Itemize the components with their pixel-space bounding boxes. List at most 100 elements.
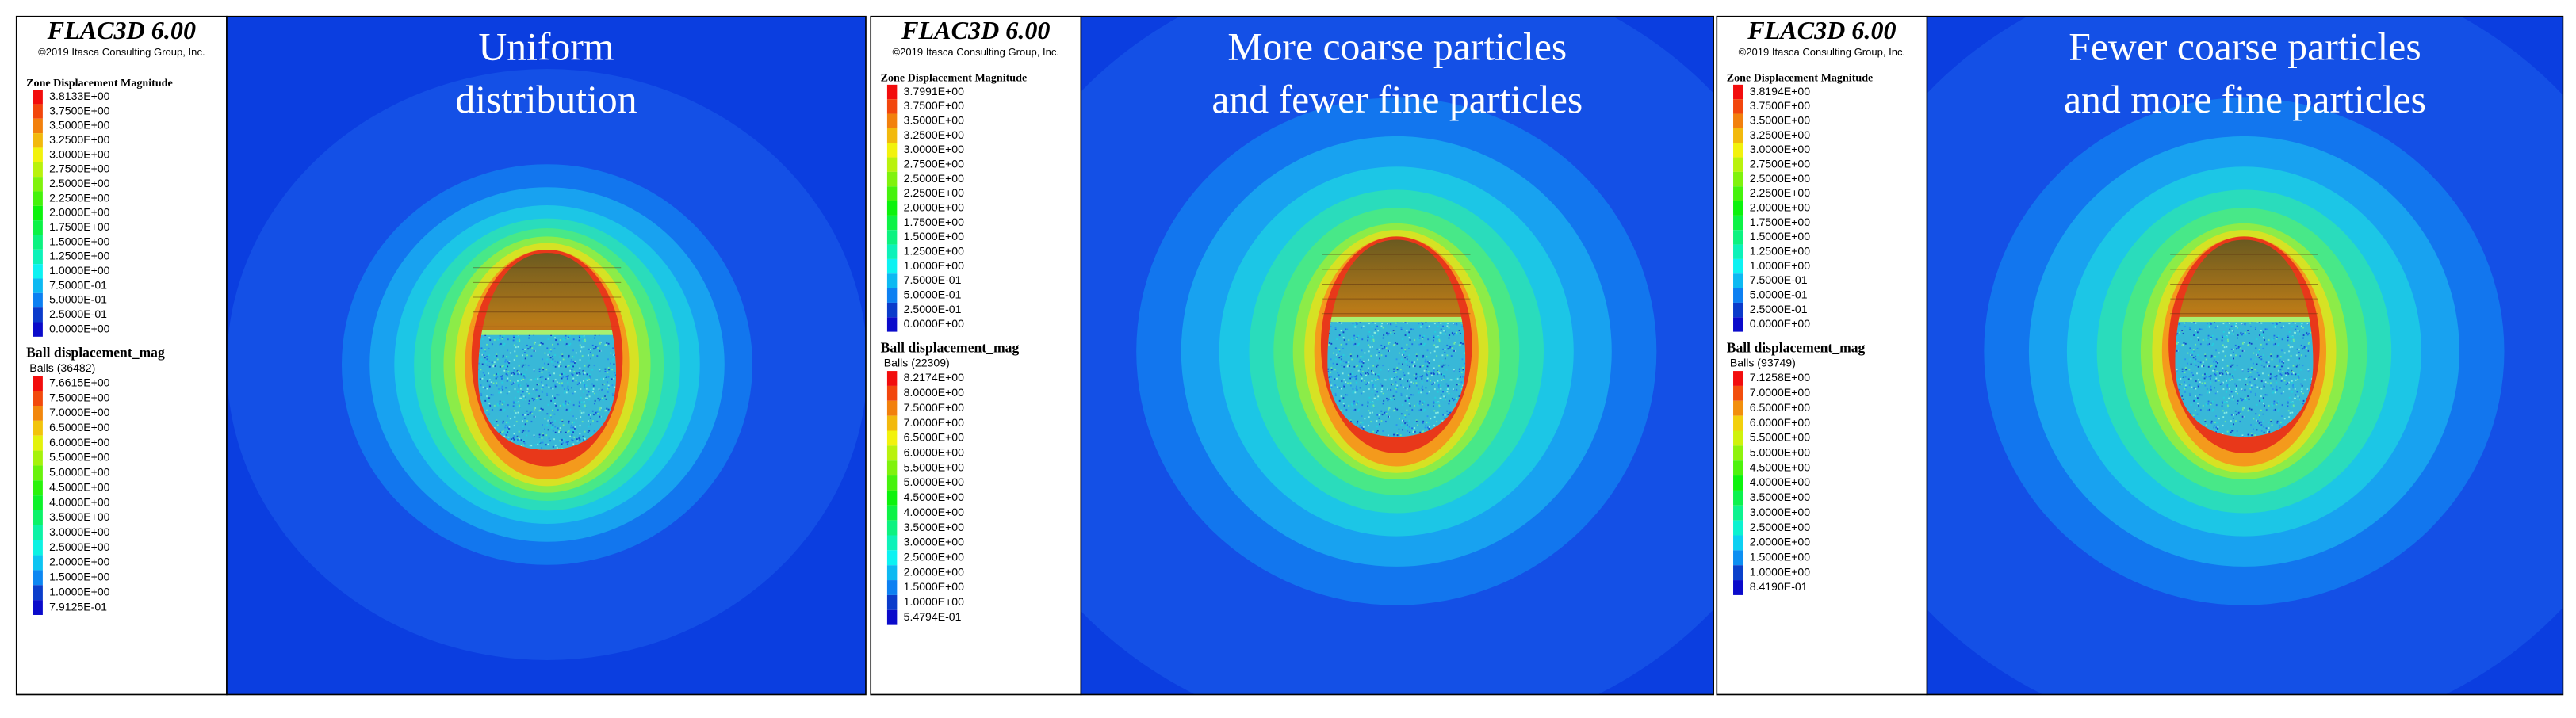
legend-swatch	[886, 520, 898, 536]
legend-label: 1.2500E+00	[1750, 244, 1811, 257]
legend-label: 7.0000E+00	[49, 406, 110, 418]
legend-swatch	[1733, 215, 1743, 231]
legend-swatch	[33, 307, 43, 323]
legend-swatch	[33, 322, 43, 337]
legend-label: 1.7500E+00	[1750, 216, 1811, 228]
legend-swatch	[33, 495, 43, 510]
legend-swatch	[1733, 317, 1743, 332]
legend-label: 3.8194E+00	[1750, 85, 1811, 97]
legend-label: 2.2500E+00	[904, 186, 965, 199]
legend-label: 3.5000E+00	[904, 521, 965, 533]
legend-label: 1.7500E+00	[904, 216, 965, 228]
legend-label: 6.5000E+00	[904, 431, 965, 444]
legend-label: 3.5000E+00	[904, 113, 965, 126]
ball-count: Balls (36482)	[29, 361, 95, 374]
panel: FLAC3D 6.00 ©2019 Itasca Consulting Group…	[15, 16, 867, 696]
copyright: ©2019 Itasca Consulting Group, Inc.	[893, 46, 1060, 58]
legend-label: 3.0000E+00	[904, 536, 965, 548]
legend-label: 3.2500E+00	[904, 128, 965, 141]
legend-swatch	[886, 400, 898, 416]
legend-swatch	[33, 292, 43, 308]
legend-swatch	[33, 570, 43, 586]
legend-swatch	[886, 460, 898, 476]
app-title: FLAC3D 6.00	[901, 16, 1050, 44]
legend-label: 3.0000E+00	[1750, 506, 1811, 518]
legend-label: 1.5000E+00	[904, 580, 965, 593]
legend-swatch	[886, 171, 898, 187]
legend-swatch	[1733, 490, 1743, 506]
legend-area	[1716, 15, 1928, 696]
legend-swatch	[33, 525, 43, 540]
legend-label: 7.9125E-01	[49, 600, 107, 613]
ball-legend-title: Ball displacement_mag	[881, 339, 1020, 355]
app-title: FLAC3D 6.00	[47, 16, 196, 44]
legend-swatch	[1733, 84, 1743, 100]
legend-label: 5.0000E-01	[49, 293, 107, 306]
legend-swatch	[1733, 400, 1743, 416]
legend-label: 5.5000E+00	[49, 451, 110, 464]
legend-label: 1.5000E+00	[904, 230, 965, 243]
legend-label: 2.0000E+00	[49, 556, 110, 568]
legend-label: 2.5000E+00	[904, 172, 965, 185]
legend-swatch	[1733, 157, 1743, 172]
legend-label: 2.7500E+00	[49, 162, 110, 175]
legend-label: 3.0000E+00	[49, 147, 110, 160]
legend-swatch	[33, 133, 43, 148]
legend-label: 3.0000E+00	[49, 525, 110, 538]
legend-label: 1.0000E+00	[904, 259, 965, 272]
legend-label: 5.5000E+00	[1750, 431, 1811, 444]
ball-count: Balls (93749)	[1730, 357, 1796, 369]
legend-swatch	[1733, 288, 1743, 303]
legend-swatch	[33, 235, 43, 250]
plot-border	[1926, 15, 2564, 696]
legend-label: 6.5000E+00	[1750, 401, 1811, 414]
legend-label: 2.5000E+00	[49, 177, 110, 189]
legend-swatch	[33, 450, 43, 466]
legend-swatch	[33, 585, 43, 601]
legend-label: 8.4190E-01	[1750, 580, 1808, 593]
particle-surface	[1327, 316, 1466, 323]
legend-label: 4.0000E+00	[49, 495, 110, 508]
legend-swatch	[1733, 201, 1743, 216]
legend-swatch	[33, 376, 43, 391]
legend-swatch	[886, 302, 898, 318]
legend-swatch	[33, 147, 43, 162]
legend-swatch	[33, 249, 43, 265]
legend-swatch	[886, 84, 898, 100]
caption: and more fine particles	[2064, 78, 2426, 121]
legend-swatch	[886, 288, 898, 303]
legend-label: 7.0000E+00	[904, 416, 965, 429]
legend-swatch	[1733, 99, 1743, 114]
legend-label: 2.0000E+00	[1750, 536, 1811, 548]
legend-swatch	[1733, 244, 1743, 259]
plot-border	[1080, 15, 1714, 696]
legend-swatch	[886, 215, 898, 231]
legend-swatch	[1733, 113, 1743, 128]
legend-label: 3.7500E+00	[49, 104, 110, 116]
legend-label: 7.1258E+00	[1750, 371, 1811, 384]
legend-swatch	[33, 540, 43, 556]
legend-label: 3.0000E+00	[1750, 143, 1811, 155]
legend-swatch	[1733, 385, 1743, 401]
legend-label: 3.5000E+00	[1750, 113, 1811, 126]
caption: More coarse particles	[1227, 25, 1567, 69]
legend-label: 2.5000E+00	[1750, 521, 1811, 533]
legend-swatch	[33, 278, 43, 293]
legend-label: 3.7500E+00	[1750, 99, 1811, 112]
legend-swatch	[33, 118, 43, 134]
legend-swatch	[886, 535, 898, 551]
legend-label: 3.5000E+00	[49, 510, 110, 523]
ball-count: Balls (22309)	[884, 357, 950, 369]
legend-label: 1.0000E+00	[49, 264, 110, 277]
legend-label: 1.2500E+00	[49, 250, 110, 262]
legend-swatch	[886, 505, 898, 521]
panel: FLAC3D 6.00 ©2019 Itasca Consulting Group…	[870, 15, 1714, 696]
legend-swatch	[886, 415, 898, 431]
legend-label: 2.0000E+00	[904, 565, 965, 578]
legend-label: 5.5000E+00	[904, 460, 965, 473]
legend-label: 2.7500E+00	[904, 157, 965, 170]
particles	[1327, 318, 1466, 437]
legend-swatch	[33, 435, 43, 451]
legend-swatch	[33, 480, 43, 496]
